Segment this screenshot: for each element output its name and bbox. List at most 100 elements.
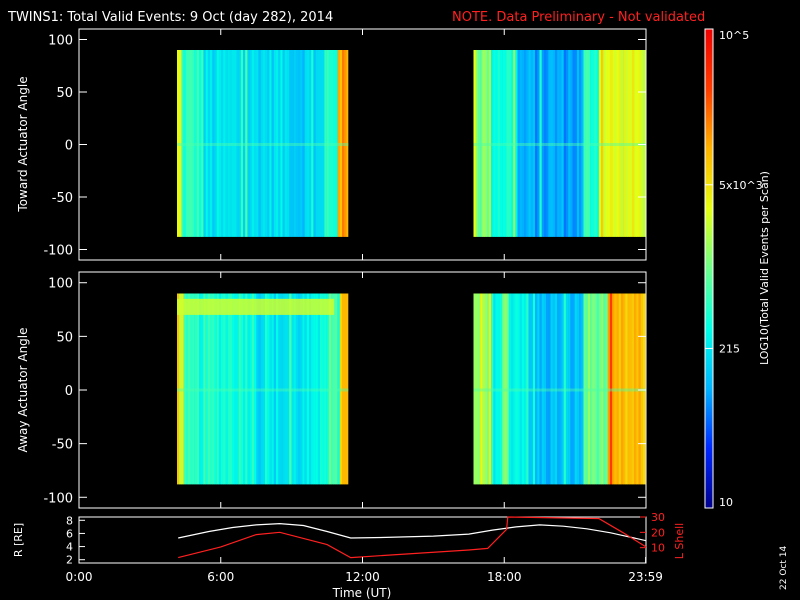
heatmap-column [572,293,575,485]
heatmap-column [563,50,567,237]
heatmap-column [227,293,231,485]
heatmap-column [298,293,301,485]
heatmap-column [284,50,288,237]
heatmap-column [326,293,330,485]
heatmap-column [565,293,569,485]
heatmap-column [333,50,336,237]
ytick-label: 100 [48,277,73,292]
heatmap-column [291,50,294,237]
heatmap-column [528,293,531,485]
heatmap-column [590,293,593,485]
colorbar-label: LOG10(Total Valid Events per Scan) [758,171,771,365]
heatmap-column [243,50,246,237]
heatmap-column [300,50,303,237]
heatmap-column [607,50,611,237]
orbit-panel-frame [78,516,647,564]
heatmap-column [196,293,200,485]
heatmap-column [640,50,644,237]
l-shell-tick-label: 10 [651,542,665,555]
colorbar-fill [705,29,713,508]
heatmap-column [592,293,595,485]
heatmap-column [335,50,338,237]
heatmap-column [216,293,220,485]
heatmap-column [328,50,332,237]
heatmap-column [287,293,290,485]
heatmap-column [331,293,334,485]
r-ylabel: R [RE] [12,523,25,557]
heatmap-column [232,293,235,485]
heatmap-column [326,50,330,237]
toward-heatmap [177,50,646,237]
heatmap-column [269,293,272,485]
heatmap-column [537,293,540,485]
heatmap-column [342,50,345,237]
heatmap-column [304,293,308,485]
l-shell-line [178,516,647,559]
heatmap-column [484,50,487,237]
heatmap-column [322,293,325,485]
r-tick-label: 4 [66,541,73,554]
heatmap-column [574,293,578,485]
ytick-label: 50 [56,86,73,101]
heatmap-column [194,50,198,237]
heatmap-column [504,293,507,485]
colorbar-tick-label: 215 [719,342,740,355]
heatmap-column [192,50,195,237]
heatmap-column [243,293,246,485]
high-angle-band [177,298,335,315]
heatmap-column [579,50,582,237]
time-tick-label: 18:00 [487,570,522,584]
heatmap-column [596,50,600,237]
l-shell-ylabel: L Shell [673,523,686,559]
heatmap-column [579,293,582,485]
heatmap-column [519,293,523,485]
colorbar-tick-label: 10 [719,496,733,509]
heatmap-column [510,50,514,237]
heatmap-column [238,293,242,485]
heatmap-column [271,50,275,237]
plot-title: TWINS1: Total Valid Events: 9 Oct (day 2… [7,10,333,25]
heatmap-column [188,50,191,237]
heatmap-column [229,50,233,237]
heatmap-column [289,293,292,485]
heatmap-column [559,50,562,237]
l-shell-tick-label: 20 [651,526,665,539]
away-y-axis: -100 -50 0 50 100 [43,272,647,508]
heatmap-column [185,50,189,237]
heatmap-column [179,293,182,485]
heatmap-column [484,293,487,485]
heatmap-column [205,50,209,237]
heatmap-column [629,293,633,485]
heatmap-column [598,50,602,237]
ytick-label: 0 [65,384,73,399]
heatmap-column [223,50,226,237]
heatmap-column [642,293,646,485]
heatmap-column [645,293,646,485]
heatmap-column [642,50,646,237]
heatmap-column [517,293,520,485]
heatmap-column [609,293,613,485]
colorbar-tick-label: 5x10^3 [719,179,763,192]
ytick-label: -100 [43,491,73,506]
heatmap-column [581,293,584,485]
heatmap-column [502,293,505,485]
heatmap-column [612,50,615,237]
heatmap-column [234,293,237,485]
heatmap-column [605,293,608,485]
heatmap-column [269,50,272,237]
corner-date: 22 Oct 14 [779,546,789,590]
heatmap-column [221,293,224,485]
heatmap-column [177,50,180,237]
ytick-label: -50 [52,191,73,206]
heatmap-column [339,50,343,237]
heatmap-column [218,50,222,237]
heatmap-column [576,293,580,485]
heatmap-column [634,50,637,237]
heatmap-column [532,50,536,237]
heatmap-column [607,293,611,485]
heatmap-column [594,293,597,485]
heatmap-column [620,50,624,237]
heatmap-column [581,50,584,237]
heatmap-column [295,293,299,485]
